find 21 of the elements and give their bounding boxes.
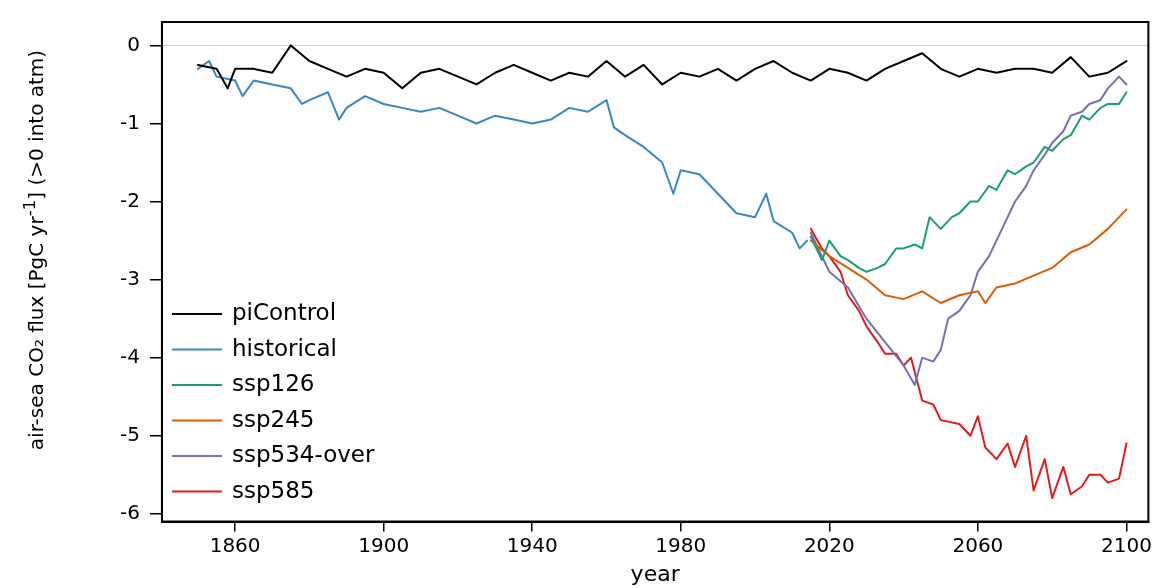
legend-label: ssp585 <box>231 476 315 503</box>
y-tick-label: -4 <box>119 343 140 368</box>
legend-label: historical <box>231 334 337 361</box>
x-tick-label: 2060 <box>952 532 1004 557</box>
legend-label: piControl <box>231 299 337 326</box>
y-tick-label: -2 <box>119 187 140 212</box>
y-tick-label: -6 <box>119 500 140 524</box>
y-tick-label: -5 <box>119 421 140 446</box>
x-tick-label: 2100 <box>1101 532 1152 557</box>
legend-label: ssp534-over <box>231 441 375 468</box>
legend-label: ssp245 <box>231 405 315 432</box>
x-tick-label: 1940 <box>506 532 558 557</box>
y-tick-label: -3 <box>119 265 140 290</box>
x-tick-label: 1900 <box>358 532 410 557</box>
x-tick-label: 1980 <box>655 532 707 557</box>
x-tick-label: 1860 <box>209 532 261 557</box>
legend-label: ssp126 <box>231 370 315 397</box>
y-tick-label: 0 <box>127 31 140 56</box>
y-tick-label: -1 <box>119 109 140 134</box>
x-axis-title: year <box>630 560 681 586</box>
x-tick-label: 2020 <box>803 532 855 557</box>
